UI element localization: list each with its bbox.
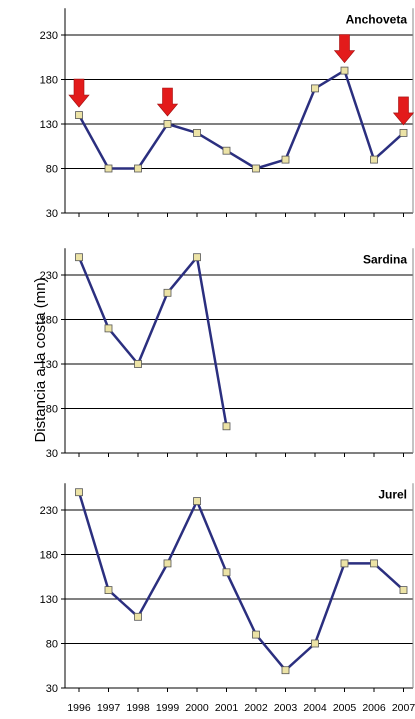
data-point-marker xyxy=(399,586,408,594)
y-axis-label: Distancia a la costa (mn) xyxy=(32,277,49,442)
data-point-marker xyxy=(340,66,349,75)
red-arrow-icon xyxy=(68,78,90,108)
x-tick-label: 2005 xyxy=(333,702,357,714)
data-point-marker xyxy=(370,559,378,568)
data-point-marker xyxy=(163,559,172,568)
y-tick-label: 230 xyxy=(40,270,58,282)
x-tick-label: 2006 xyxy=(362,702,386,714)
data-point-marker xyxy=(222,146,231,155)
x-tick-label: 1997 xyxy=(97,702,121,714)
y-tick-label: 80 xyxy=(46,639,58,651)
series-line xyxy=(77,255,228,427)
panel-title: Sardina xyxy=(363,252,407,266)
data-point-marker xyxy=(252,630,260,639)
data-point-marker xyxy=(134,360,142,368)
data-point-marker xyxy=(370,155,378,164)
y-tick-label: 130 xyxy=(40,119,58,131)
red-arrow-icon xyxy=(156,87,179,117)
chart-panel-anchoveta: 30 80 130 180 230 Anchoveta xyxy=(40,8,415,220)
x-tick-label: 1996 xyxy=(67,702,91,714)
data-point-marker xyxy=(104,324,113,333)
x-tick-label: 2003 xyxy=(274,702,298,714)
chart-panel-sardina: 30 80 130 180 230 Sardina xyxy=(40,248,414,460)
y-tick-label: 80 xyxy=(46,164,58,176)
y-tick-label: 180 xyxy=(40,75,58,87)
data-point-marker xyxy=(163,288,172,297)
y-tick-label: 180 xyxy=(40,315,58,327)
x-tick-label: 1999 xyxy=(156,702,180,714)
panel-title: Jurel xyxy=(378,487,407,501)
data-point-marker xyxy=(104,586,113,594)
red-arrow-icon xyxy=(333,34,356,64)
x-tick-label: 2000 xyxy=(185,702,209,714)
data-point-marker xyxy=(399,128,408,137)
data-point-marker xyxy=(193,253,201,262)
data-point-marker xyxy=(193,128,201,137)
data-point-marker xyxy=(222,568,231,577)
data-point-marker xyxy=(75,488,83,497)
data-point-marker xyxy=(104,164,113,173)
y-tick-label: 230 xyxy=(40,30,58,42)
data-point-marker xyxy=(311,639,319,648)
y-tick-label: 180 xyxy=(40,550,58,562)
y-tick-label: 80 xyxy=(46,404,58,416)
y-tick-label: 30 xyxy=(46,208,58,220)
data-point-marker xyxy=(134,612,142,621)
panel-title: Anchoveta xyxy=(346,12,408,26)
data-point-marker xyxy=(281,666,290,675)
series-line xyxy=(77,69,405,170)
data-point-marker xyxy=(340,559,349,568)
x-axis-tick-labels: 1996 1997 1998 1999 2000 2001 2002 2003 2004 2005… xyxy=(67,702,415,714)
data-point-marker xyxy=(193,497,201,506)
y-tick-label: 130 xyxy=(40,594,58,606)
x-tick-label: 2001 xyxy=(215,702,239,714)
data-point-marker xyxy=(252,164,260,173)
data-point-marker xyxy=(134,164,142,173)
x-tick-label: 2004 xyxy=(303,702,327,714)
data-point-marker xyxy=(311,84,319,93)
data-point-marker xyxy=(281,155,290,164)
data-point-marker xyxy=(222,422,231,431)
y-tick-label: 130 xyxy=(40,359,58,371)
data-point-marker xyxy=(163,120,172,128)
data-point-marker xyxy=(75,111,83,119)
x-tick-label: 2002 xyxy=(244,702,268,714)
chart-panels: 30 80 130 180 230 Anchoveta 30 80 130 180 230 Sardi… xyxy=(40,8,415,695)
data-point-marker xyxy=(75,253,83,262)
red-arrow-icon xyxy=(392,96,415,126)
chart-panel-jurel: 30 80 130 180 230 Jurel xyxy=(40,483,414,695)
series-line xyxy=(77,491,405,672)
y-tick-label: 30 xyxy=(46,683,58,695)
y-tick-label: 30 xyxy=(46,448,58,460)
x-tick-label: 2007 xyxy=(392,702,415,714)
x-tick-label: 1998 xyxy=(126,702,150,714)
y-tick-label: 230 xyxy=(40,505,58,517)
